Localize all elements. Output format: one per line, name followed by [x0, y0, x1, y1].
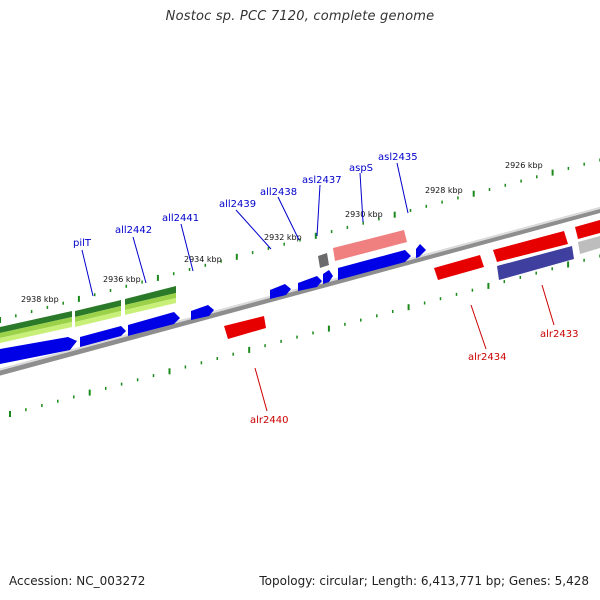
ruler-label-2936: 2936 kbp	[103, 275, 141, 284]
gene-alr2440-block	[224, 316, 266, 339]
leader-all2438	[277, 196, 300, 241]
ruler-label-2930: 2930 kbp	[345, 210, 383, 219]
ruler-label-2932: 2932 kbp	[264, 233, 302, 242]
leader-aspS	[359, 172, 364, 223]
green-feature-track	[0, 286, 176, 343]
gene-red-edge	[575, 220, 600, 239]
gene-alr2434-block	[434, 255, 484, 280]
gene-label-all2442[interactable]: all2442	[115, 225, 152, 236]
gene-label-all2438[interactable]: all2438	[260, 187, 297, 198]
gene-purple-block	[497, 246, 574, 280]
gene-label-all2441[interactable]: all2441	[162, 213, 199, 224]
accession-label: Accession: NC_003272	[9, 574, 146, 588]
gene-block-6	[298, 276, 322, 291]
gene-label-asl2435[interactable]: asl2435	[378, 152, 418, 163]
leader-alr2433	[541, 284, 555, 326]
gene-block-5	[270, 284, 291, 299]
reverse-strand-genes	[0, 230, 426, 364]
gene-label-aspS[interactable]: aspS	[349, 163, 373, 174]
gene-label-pilT[interactable]: pilT	[73, 238, 92, 249]
leader-pilT	[81, 249, 94, 297]
gene-block-8	[338, 250, 411, 280]
gene-label-all2439[interactable]: all2439	[219, 199, 256, 210]
gene-block-3	[128, 312, 180, 336]
leader-all2439	[235, 209, 272, 250]
forward-strand-genes	[224, 220, 600, 339]
ruler-label-2928: 2928 kbp	[425, 186, 463, 195]
gene-label-alr2433[interactable]: alr2433	[540, 329, 578, 340]
map-title: Nostoc sp. PCC 7120, complete genome	[165, 9, 435, 24]
gene-gray-edge	[578, 236, 600, 254]
gene-small-gray	[318, 253, 329, 268]
ruler-ticks	[0, 158, 600, 417]
gene-block-1	[0, 337, 77, 364]
gene-block-7	[323, 270, 333, 284]
leader-alr2440	[254, 367, 268, 412]
gene-block-2	[80, 326, 126, 347]
genome-summary: Topology: circular; Length: 6,413,771 bp…	[259, 574, 589, 588]
leader-asl2435	[396, 162, 409, 214]
ruler-label-2934: 2934 kbp	[184, 255, 222, 264]
gene-label-alr2434[interactable]: alr2434	[468, 352, 506, 363]
leader-all2442	[132, 236, 147, 284]
gene-label-alr2440[interactable]: alr2440	[250, 415, 288, 426]
leader-all2441	[180, 223, 194, 272]
leader-alr2434	[470, 304, 487, 350]
leader-asl2437	[316, 184, 321, 237]
gene-pink-aspS	[333, 230, 407, 261]
ruler-label-2938: 2938 kbp	[21, 295, 59, 304]
gene-label-asl2437[interactable]: asl2437	[302, 175, 342, 186]
ruler-label-2926: 2926 kbp	[505, 161, 543, 170]
gene-block-9	[416, 244, 426, 258]
gene-block-4	[191, 305, 214, 320]
gene-red-block	[493, 231, 568, 262]
